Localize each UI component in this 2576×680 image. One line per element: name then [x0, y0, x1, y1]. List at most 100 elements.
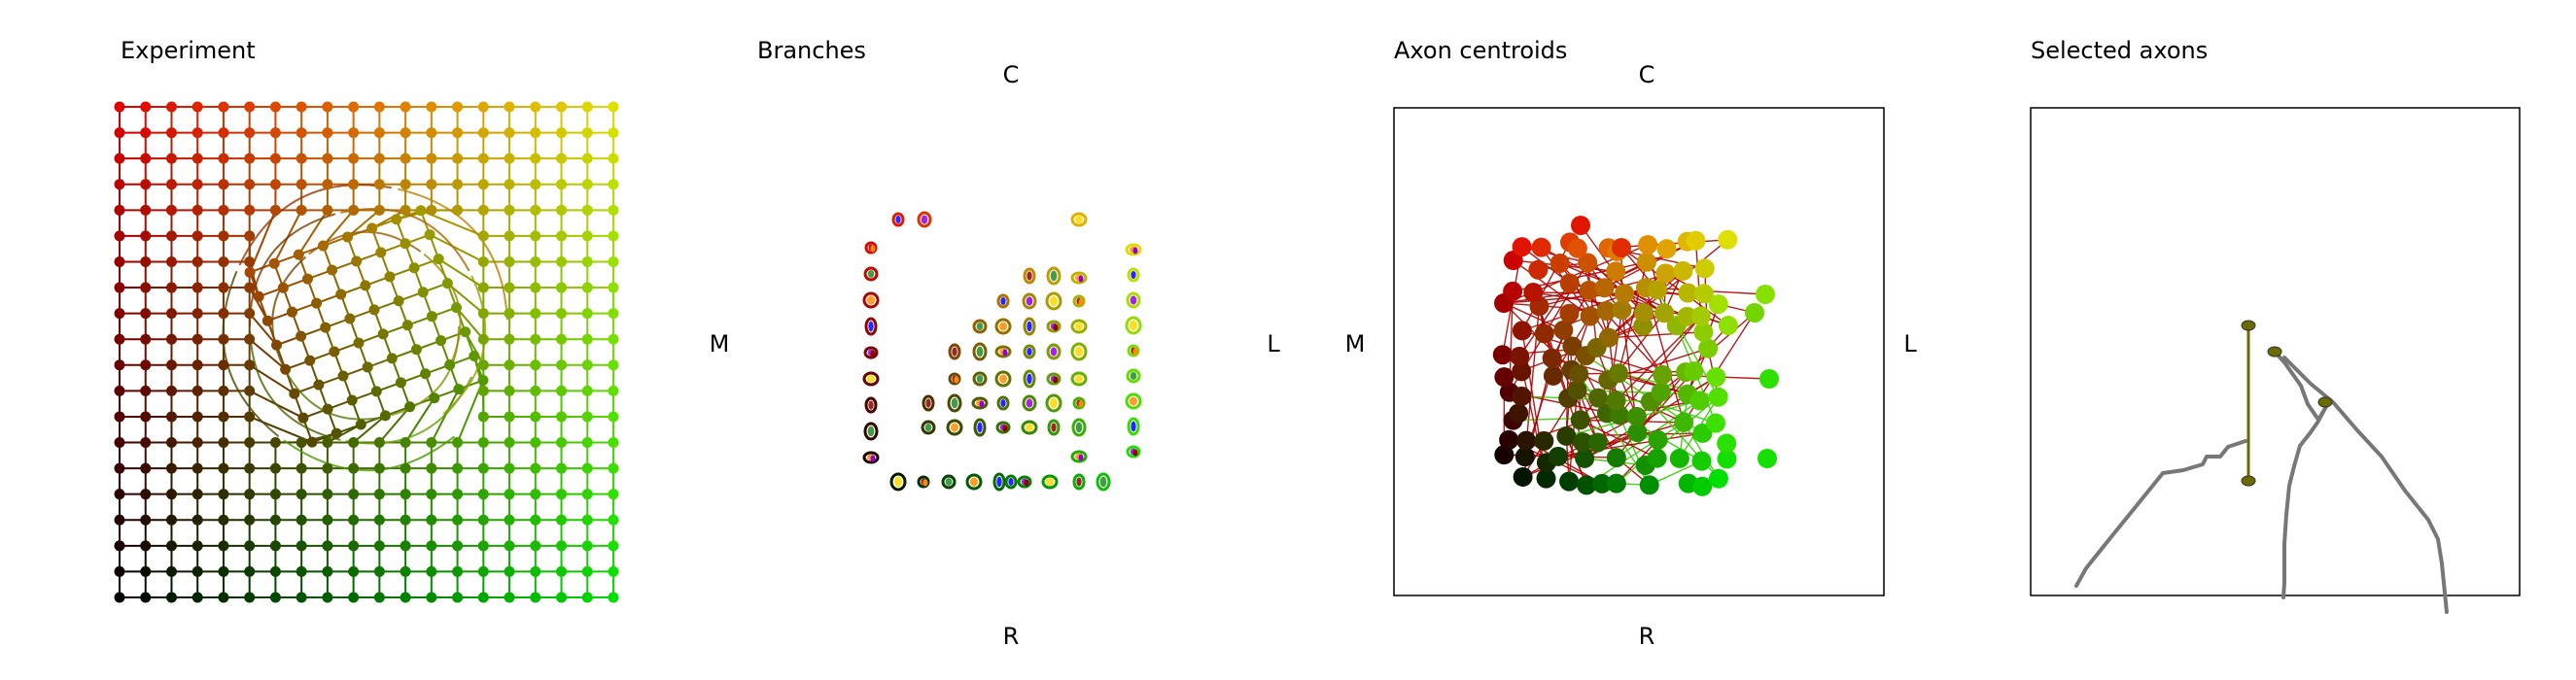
centroid-point [1516, 430, 1537, 451]
grid-point [114, 179, 125, 190]
branch-ring [1127, 267, 1140, 283]
grid-point [140, 333, 152, 345]
grid-point [400, 238, 411, 250]
grid-point [608, 179, 619, 190]
grid-point [296, 462, 307, 474]
grid-point [477, 565, 489, 577]
branch-marker [1132, 449, 1138, 457]
branch-marker [867, 270, 875, 278]
grid-point [556, 565, 568, 577]
centroid-link [1579, 370, 1694, 375]
grid-point [244, 127, 256, 139]
branch-ring [992, 472, 1006, 492]
grid-point [218, 385, 229, 396]
grid-point [368, 304, 380, 316]
grid-point [165, 592, 177, 603]
grid-edge [455, 306, 485, 340]
grid-point [452, 540, 464, 552]
grid-point [322, 514, 333, 526]
grid-point [140, 359, 152, 371]
grid-point [556, 592, 568, 603]
centroid-point [1559, 273, 1580, 293]
grid-point [530, 514, 541, 526]
grid-point [426, 153, 437, 164]
grid-point [377, 328, 389, 340]
branch-marker [1050, 397, 1058, 409]
grid-point [556, 230, 568, 242]
branch-marker [868, 321, 874, 332]
centroid-point [1686, 230, 1706, 251]
grid-point [269, 462, 281, 474]
grid-point [452, 514, 464, 526]
grid-point [296, 179, 307, 190]
grid-point [504, 308, 515, 320]
grid-point [530, 489, 541, 500]
branch-ring [972, 371, 988, 387]
centroid-link [1586, 262, 1598, 348]
centroid-point [1571, 216, 1590, 235]
branch-marker [924, 424, 932, 431]
branch-marker [1050, 347, 1058, 357]
centroid-point [1612, 299, 1632, 320]
grid-edge [437, 257, 484, 289]
grid-point [608, 359, 619, 371]
grid-point [218, 462, 229, 474]
grid-point [296, 592, 307, 603]
grid-point [269, 153, 281, 164]
grid-point [337, 370, 349, 382]
grid-point [322, 204, 333, 216]
branch-ring [995, 421, 1011, 434]
grid-point [581, 204, 593, 216]
branch-ring [1046, 343, 1062, 360]
grid-point [191, 489, 203, 500]
grid-point [191, 540, 203, 552]
branch-ring [1017, 475, 1032, 489]
centroid-point [1669, 448, 1689, 468]
grid-point [322, 403, 333, 415]
grid-point [451, 302, 463, 314]
centroid-point [1708, 294, 1728, 315]
branch-ring [891, 212, 905, 227]
swirl-stroke [442, 275, 487, 415]
branch-ring [864, 241, 878, 255]
centroid-point [1689, 391, 1710, 411]
grid-point [426, 204, 437, 216]
grid-point [556, 437, 568, 449]
grid-point [244, 333, 256, 345]
grid-point [244, 101, 256, 113]
centroid-point [1698, 338, 1719, 358]
panel-title-axon-centroids: Axon centroids [1394, 37, 1567, 64]
centroid-point [1615, 284, 1635, 304]
branch-marker [1078, 400, 1084, 408]
centroid-point [1567, 238, 1587, 258]
centroid-point [1651, 382, 1671, 402]
centroid-point [1655, 263, 1676, 284]
grid-point [269, 437, 281, 449]
branch-ring [1004, 474, 1018, 490]
grid-point [165, 282, 177, 293]
branch-ring [1070, 271, 1088, 285]
grid-point [289, 388, 300, 399]
grid-point [608, 308, 619, 320]
grid-point [244, 359, 256, 371]
branch-marker [1099, 476, 1107, 488]
branch-marker [999, 322, 1007, 331]
grid-point [504, 153, 515, 164]
branch-ring [1125, 392, 1142, 410]
grid-point [191, 127, 203, 139]
grid-point [581, 359, 593, 371]
centroids-label-top: C [1639, 61, 1655, 88]
grid-point [351, 255, 363, 267]
grid-point [320, 322, 331, 333]
grid-point [296, 514, 307, 526]
panel-title-branches: Branches [757, 37, 866, 64]
branch-marker [894, 476, 902, 488]
branch-marker [1026, 296, 1033, 306]
grid-point [581, 230, 593, 242]
grid-point [379, 410, 391, 422]
branch-marker [1075, 422, 1083, 433]
grid-point [373, 462, 385, 474]
grid-point [297, 412, 309, 424]
branch-ring [965, 473, 983, 491]
grid-point [322, 437, 333, 449]
